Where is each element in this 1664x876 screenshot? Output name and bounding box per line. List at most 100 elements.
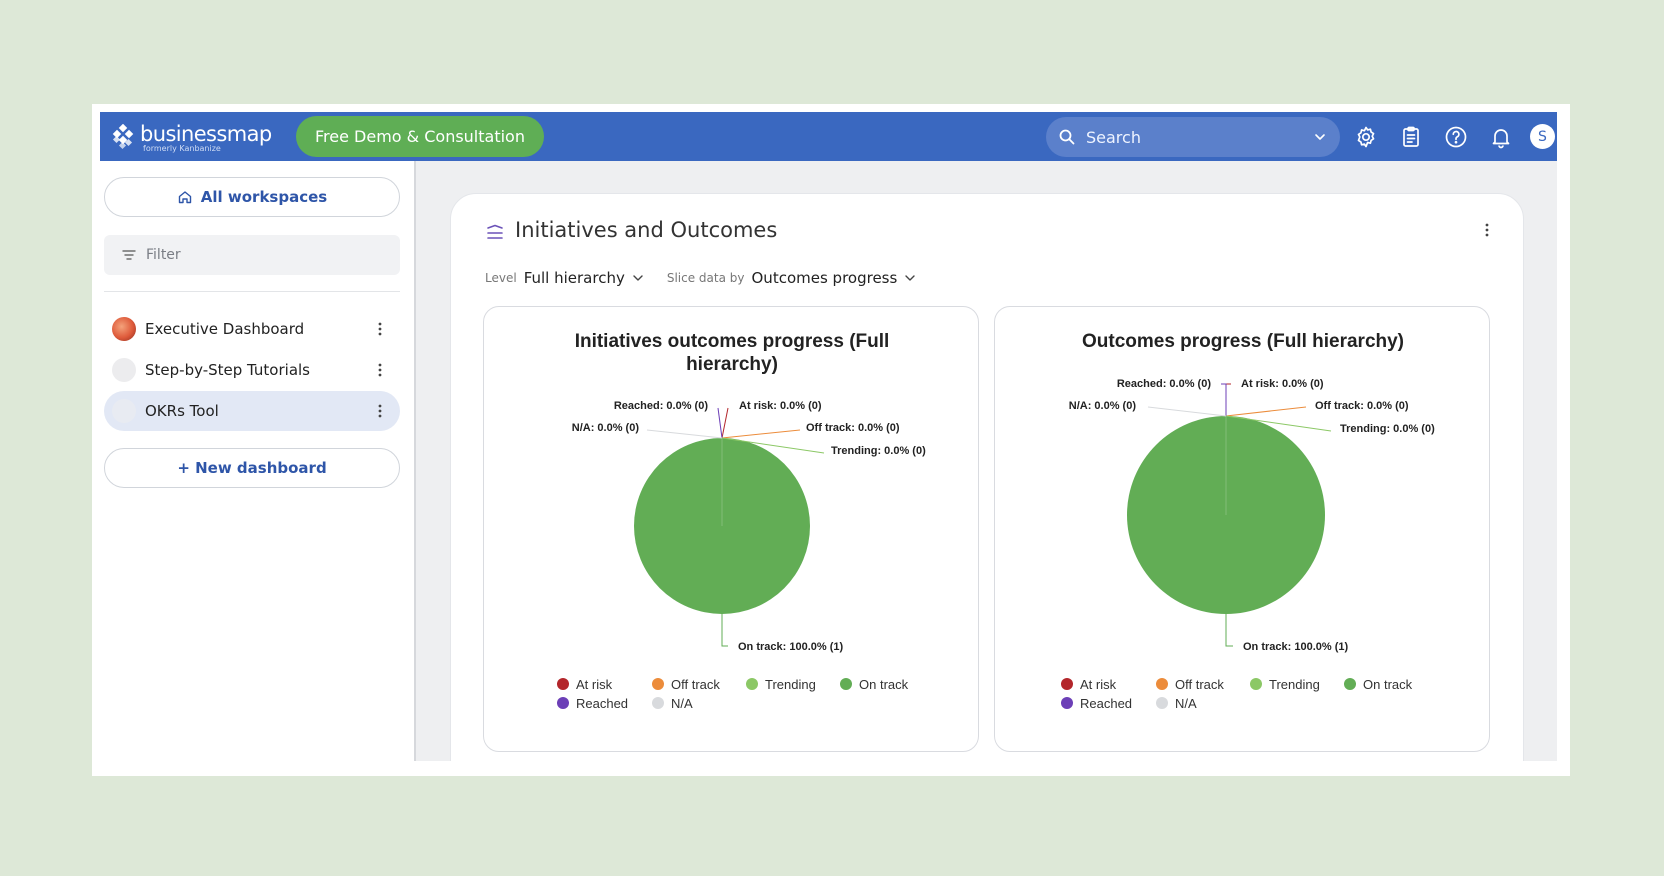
clipboard-icon[interactable] — [1399, 125, 1423, 149]
legend-dot-at-risk — [557, 678, 569, 690]
dashboard-label: Step-by-Step Tutorials — [145, 361, 310, 379]
legend-dot-off-track — [652, 678, 664, 690]
chevron-down-icon[interactable] — [903, 271, 917, 285]
slice-select[interactable]: Outcomes progress — [751, 269, 898, 287]
label-off-track: Off track: 0.0% (0) — [1315, 400, 1409, 412]
more-vertical-icon[interactable] — [370, 360, 390, 380]
brand[interactable]: businessmap formerly Kanbanize — [110, 122, 272, 154]
legend-dot-trending — [1250, 678, 1262, 690]
legend-dot-on-track — [840, 678, 852, 690]
legend-trending[interactable]: Trending — [765, 677, 816, 692]
legend-dot-at-risk — [1061, 678, 1073, 690]
settings-icon[interactable] — [1354, 125, 1378, 149]
legend-off-track[interactable]: Off track — [1175, 677, 1224, 692]
chevron-down-icon[interactable] — [631, 271, 645, 285]
free-demo-button[interactable]: Free Demo & Consultation — [296, 116, 544, 157]
brand-subtitle: formerly Kanbanize — [143, 144, 221, 153]
dashboard-avatar — [112, 358, 136, 382]
level-label: Level — [485, 271, 517, 285]
search-icon — [1059, 129, 1075, 145]
legend-on-track[interactable]: On track — [1363, 677, 1413, 692]
leader-off-track — [721, 429, 801, 439]
label-trending: Trending: 0.0% (0) — [1340, 423, 1435, 435]
more-vertical-icon[interactable] — [370, 401, 390, 421]
label-on-track: On track: 100.0% (1) — [738, 641, 843, 653]
filter-icon — [122, 250, 136, 260]
dashboard-label: OKRs Tool — [145, 402, 219, 420]
sidebar-item-step-by-step-tutorials[interactable]: Step-by-Step Tutorials — [104, 350, 400, 390]
chart-title-line-1: Initiatives outcomes progress (Full — [575, 331, 890, 352]
leader-on-track — [1225, 416, 1233, 647]
pie-chart-outcomes: Outcomes progress (Full hierarchy) Reach… — [1061, 331, 1435, 711]
leader-na — [646, 429, 723, 439]
label-na: N/A: 0.0% (0) — [572, 422, 640, 434]
filter-box[interactable] — [104, 235, 400, 275]
label-trending: Trending: 0.0% (0) — [831, 445, 926, 457]
home-icon — [178, 191, 191, 204]
dashboard-avatar — [112, 317, 136, 341]
legend-reached[interactable]: Reached — [1080, 696, 1132, 711]
chart-title-line-1: Outcomes progress (Full hierarchy) — [1082, 331, 1404, 352]
more-vertical-icon[interactable] — [370, 319, 390, 339]
slice-label: Slice data by — [666, 271, 745, 285]
legend-dot-on-track — [1344, 678, 1356, 690]
chart-title-line-2: hierarchy) — [686, 354, 778, 375]
level-select[interactable]: Full hierarchy — [523, 269, 625, 287]
label-at-risk: At risk: 0.0% (0) — [739, 400, 822, 412]
leader-at-risk — [1225, 383, 1231, 416]
user-avatar[interactable]: S — [1530, 124, 1555, 149]
leader-reached — [1221, 383, 1227, 416]
legend-off-track[interactable]: Off track — [671, 677, 720, 692]
legend-trending[interactable]: Trending — [1269, 677, 1320, 692]
stack-icon — [487, 224, 503, 239]
all-workspaces-button[interactable]: All workspaces — [104, 177, 400, 217]
brand-name: businessmap — [140, 122, 272, 146]
legend-na[interactable]: N/A — [671, 696, 693, 711]
top-bar: businessmap formerly Kanbanize Free Demo… — [100, 112, 1557, 161]
legend-reached[interactable]: Reached — [576, 696, 628, 711]
dashboard-label: Executive Dashboard — [145, 320, 305, 338]
new-dashboard-button[interactable]: + New dashboard — [104, 448, 400, 488]
legend-dot-trending — [746, 678, 758, 690]
chart-card-outcomes: Outcomes progress (Full hierarchy) Reach… — [994, 306, 1490, 752]
legend-on-track[interactable]: On track — [859, 677, 909, 692]
leader-na — [1147, 406, 1227, 417]
chart-card-initiatives: Initiatives outcomes progress (Full hier… — [483, 306, 979, 752]
legend-na[interactable]: N/A — [1175, 696, 1197, 711]
filter-input[interactable] — [146, 244, 376, 266]
chevron-down-icon[interactable] — [1312, 129, 1328, 145]
leader-on-track — [721, 438, 728, 647]
search-box[interactable] — [1046, 117, 1340, 157]
label-na: N/A: 0.0% (0) — [1069, 400, 1137, 412]
widget-title: Initiatives and Outcomes — [515, 218, 778, 242]
help-icon[interactable] — [1444, 125, 1468, 149]
legend: At risk Off track Trending On track Reac… — [557, 677, 909, 711]
sidebar-item-okrs-tool[interactable]: OKRs Tool — [104, 391, 400, 431]
bell-icon[interactable] — [1489, 125, 1513, 149]
leader-reached — [717, 407, 723, 439]
sidebar-item-executive-dashboard[interactable]: Executive Dashboard — [104, 309, 400, 349]
search-input[interactable] — [1086, 125, 1286, 149]
label-on-track: On track: 100.0% (1) — [1243, 641, 1348, 653]
leader-trending — [1225, 415, 1332, 432]
label-off-track: Off track: 0.0% (0) — [806, 422, 900, 434]
initiatives-outcomes-widget: Initiatives and Outcomes Level Full hier… — [450, 193, 1524, 761]
widget-filters: Level Full hierarchy Slice data by Outco… — [485, 269, 939, 287]
label-reached: Reached: 0.0% (0) — [614, 400, 708, 412]
label-at-risk: At risk: 0.0% (0) — [1241, 378, 1324, 390]
all-workspaces-label: All workspaces — [200, 188, 328, 206]
legend-dot-reached — [1061, 697, 1073, 709]
more-vertical-icon[interactable] — [1477, 220, 1497, 240]
sidebar: All workspaces Executive Dashboard Step-… — [100, 161, 416, 761]
legend-at-risk[interactable]: At risk — [576, 677, 613, 692]
legend-dot-na — [1156, 697, 1168, 709]
leader-trending — [721, 437, 825, 454]
legend-at-risk[interactable]: At risk — [1080, 677, 1117, 692]
main-content: Initiatives and Outcomes Level Full hier… — [416, 161, 1557, 761]
legend-dot-na — [652, 697, 664, 709]
legend-dot-reached — [557, 697, 569, 709]
dashboard-avatar — [112, 399, 136, 423]
sidebar-divider — [104, 291, 400, 292]
businessmap-logo-icon — [112, 124, 134, 150]
pie-chart-initiatives: Initiatives outcomes progress (Full hier… — [557, 331, 926, 711]
